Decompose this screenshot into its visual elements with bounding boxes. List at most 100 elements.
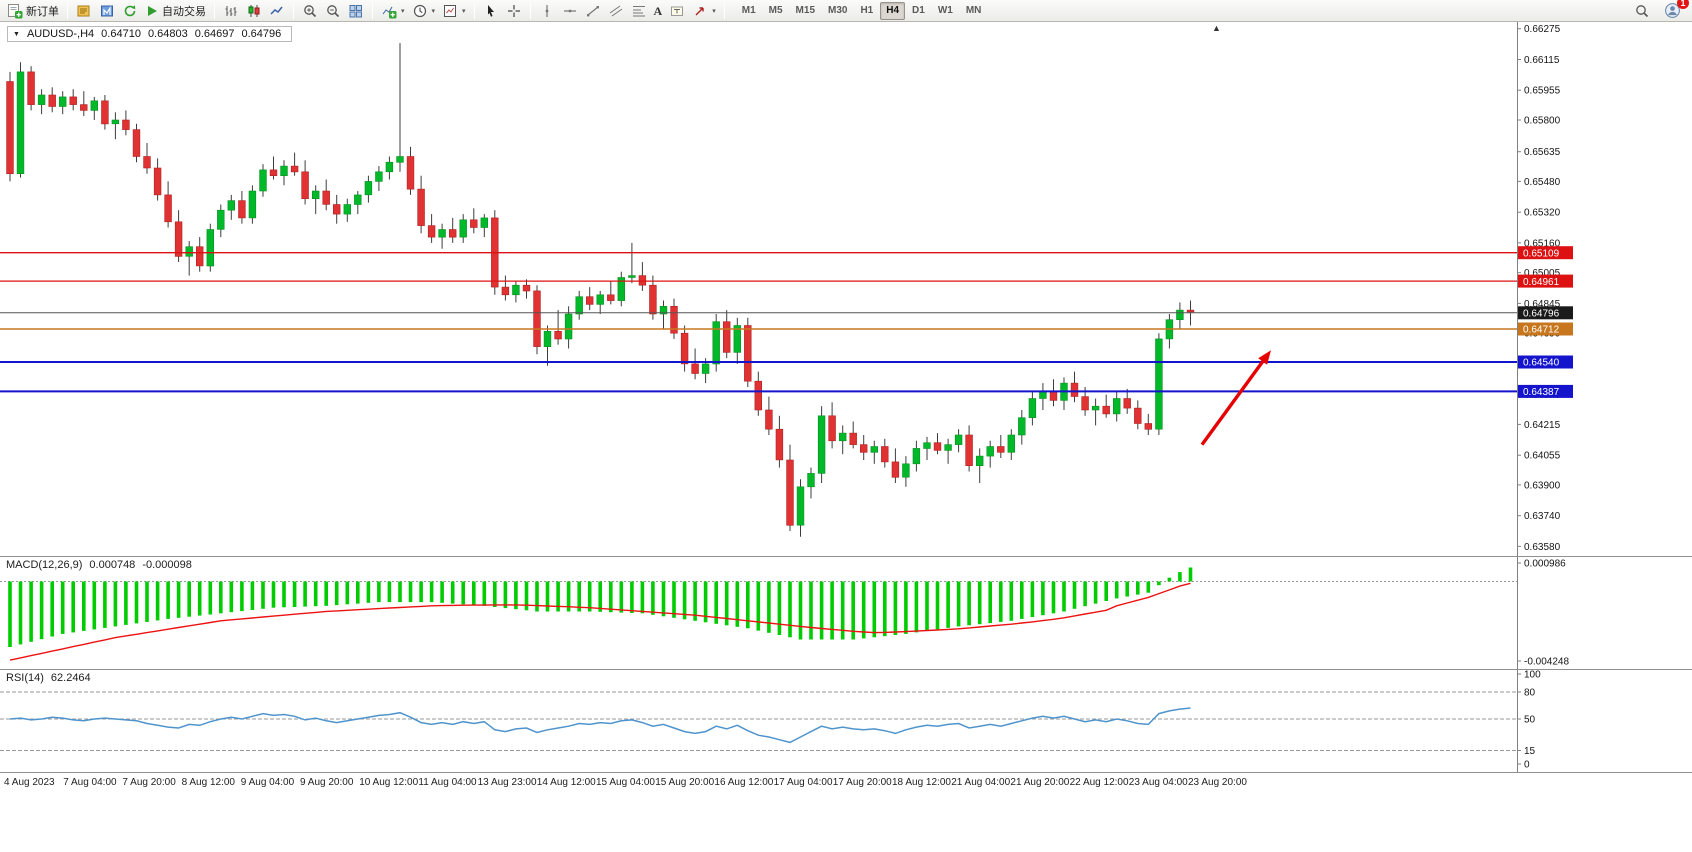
navigator-button[interactable] bbox=[96, 1, 118, 21]
autotrading-button[interactable]: 自动交易 bbox=[142, 1, 209, 21]
channel-tool-button[interactable] bbox=[605, 1, 627, 21]
tile-windows-icon bbox=[349, 4, 362, 17]
macd-histogram-bar bbox=[1041, 581, 1045, 616]
fibonacci-tool-button[interactable] bbox=[628, 1, 650, 21]
periods-button[interactable]: ▾ bbox=[409, 1, 439, 21]
editor-button[interactable] bbox=[73, 1, 95, 21]
rsi-axis-label: 0 bbox=[1524, 760, 1530, 771]
macd-histogram-bar bbox=[872, 581, 877, 638]
ohlc-low: 0.64697 bbox=[194, 28, 235, 40]
bar-chart-mode-button[interactable] bbox=[220, 1, 242, 21]
autotrading-label: 自动交易 bbox=[162, 5, 206, 18]
macd-histogram-bar bbox=[735, 581, 740, 627]
time-axis-label: 11 Aug 04:00 bbox=[418, 777, 477, 788]
vertical-line-tool-button[interactable] bbox=[536, 1, 558, 21]
macd-histogram-bar bbox=[566, 581, 571, 612]
arrow-annotation[interactable] bbox=[1200, 353, 1270, 446]
rsi-canvas[interactable]: 100 80 50 15 0 bbox=[0, 670, 1692, 772]
bear-candle bbox=[406, 156, 415, 190]
macd-histogram-bar bbox=[809, 581, 813, 640]
trendline-tool-button[interactable] bbox=[582, 1, 604, 21]
bear-candle bbox=[849, 432, 857, 445]
bear-candle bbox=[638, 275, 647, 286]
macd-histogram-bar bbox=[577, 581, 581, 612]
macd-histogram-bar bbox=[1167, 577, 1172, 582]
new-order-button[interactable]: 新订单 bbox=[4, 1, 62, 21]
main-chart-canvas[interactable]: 0.66275 0.66115 0.65955 0.65800 0.65635 0.654… bbox=[0, 22, 1692, 556]
macd-histogram-bar bbox=[798, 581, 803, 640]
bull-candle bbox=[364, 181, 373, 196]
macd-histogram-bar bbox=[788, 581, 792, 638]
label-tool-button[interactable] bbox=[666, 1, 688, 21]
macd-histogram-bar bbox=[819, 581, 824, 640]
macd-histogram-bar bbox=[840, 581, 845, 640]
timeframe-button-mn[interactable]: MN bbox=[960, 2, 988, 20]
channel-icon bbox=[609, 5, 622, 16]
timeframe-button-m5[interactable]: M5 bbox=[763, 2, 789, 20]
account-icon bbox=[1665, 3, 1680, 18]
crosshair-tool-button[interactable] bbox=[503, 1, 525, 21]
timeframe-button-m15[interactable]: M15 bbox=[790, 2, 821, 20]
bull-candle bbox=[311, 190, 320, 199]
timeframe-button-w1[interactable]: W1 bbox=[932, 2, 959, 20]
bull-candle bbox=[564, 313, 573, 340]
bull-candle bbox=[217, 209, 225, 230]
text-tool-button[interactable]: A bbox=[651, 1, 666, 21]
bear-candle bbox=[27, 71, 35, 105]
macd-histogram-bar bbox=[1051, 581, 1056, 614]
chart-plot-area[interactable] bbox=[0, 22, 1692, 556]
macd-histogram-bar bbox=[419, 581, 423, 603]
indicators-button[interactable]: ▾ bbox=[378, 1, 408, 21]
bear-candle bbox=[332, 204, 341, 215]
timeframe-button-m1[interactable]: M1 bbox=[736, 2, 762, 20]
macd-canvas[interactable]: 0.000986 -0.004248 bbox=[0, 557, 1692, 669]
zoom-out-button[interactable] bbox=[322, 1, 344, 21]
macd-histogram-bar bbox=[145, 581, 149, 622]
price-tag-label: 0.65109 bbox=[1523, 248, 1560, 259]
arrows-tool-button[interactable]: ▾ bbox=[689, 1, 719, 21]
cursor-tool-button[interactable] bbox=[480, 1, 502, 21]
timeframe-button-h1[interactable]: H1 bbox=[854, 2, 879, 20]
bear-candle bbox=[143, 156, 151, 169]
timeframe-button-d1[interactable]: D1 bbox=[906, 2, 931, 20]
bull-candle bbox=[796, 486, 805, 526]
price-axis-label: 0.65955 bbox=[1524, 86, 1561, 97]
templates-button[interactable]: ▾ bbox=[439, 1, 469, 21]
account-button[interactable]: 1 bbox=[1661, 0, 1689, 21]
timeframe-button-h4[interactable]: H4 bbox=[880, 1, 906, 20]
ohlc-close: 0.64796 bbox=[241, 28, 282, 40]
zoom-in-button[interactable] bbox=[299, 1, 321, 21]
bull-candle bbox=[206, 229, 214, 267]
macd-histogram-bar bbox=[261, 581, 265, 609]
time-axis-label: 9 Aug 04:00 bbox=[240, 777, 295, 788]
bull-candle bbox=[111, 119, 120, 125]
bull-candle bbox=[954, 434, 963, 445]
dropdown-caret-icon: ▾ bbox=[401, 7, 405, 15]
bear-candle bbox=[533, 290, 541, 347]
tile-windows-button[interactable] bbox=[345, 1, 367, 21]
search-button[interactable] bbox=[1631, 1, 1653, 21]
bear-candle bbox=[269, 169, 278, 176]
line-chart-mode-button[interactable] bbox=[266, 1, 288, 21]
bull-candle bbox=[248, 190, 257, 219]
bear-candle bbox=[80, 104, 88, 111]
bear-candle bbox=[775, 428, 784, 461]
timeframe-button-m30[interactable]: M30 bbox=[822, 2, 853, 20]
macd-main-value: 0.000748 bbox=[89, 559, 136, 571]
macd-histogram-bar bbox=[777, 581, 782, 635]
macd-histogram-bar bbox=[714, 581, 718, 624]
horizontal-line-tool-button[interactable] bbox=[559, 1, 581, 21]
fibonacci-icon bbox=[632, 5, 645, 16]
chart-shift-marker[interactable]: ▲ bbox=[1212, 23, 1221, 33]
bear-candle bbox=[101, 100, 109, 125]
time-axis-label: 7 Aug 04:00 bbox=[63, 777, 117, 788]
macd-histogram-bar bbox=[8, 581, 12, 647]
refresh-button[interactable] bbox=[119, 1, 141, 21]
time-axis[interactable]: 4 Aug 2023 7 Aug 04:00 7 Aug 20:00 8 Aug 12… bbox=[0, 772, 1692, 796]
chart-title[interactable]: ▼ AUDUSD-,H4 0.64710 0.64803 0.64697 0.6… bbox=[7, 26, 293, 42]
timeframe-toolbar: M1 M5 M15 M30 H1 H4 D1 W1 MN bbox=[736, 1, 988, 20]
candlestick-mode-button[interactable] bbox=[243, 1, 265, 21]
rsi-panel: 100 80 50 15 0 RSI(14) 62.2464 bbox=[0, 669, 1692, 772]
bear-candle bbox=[470, 219, 478, 228]
macd-histogram-bar bbox=[724, 581, 729, 626]
